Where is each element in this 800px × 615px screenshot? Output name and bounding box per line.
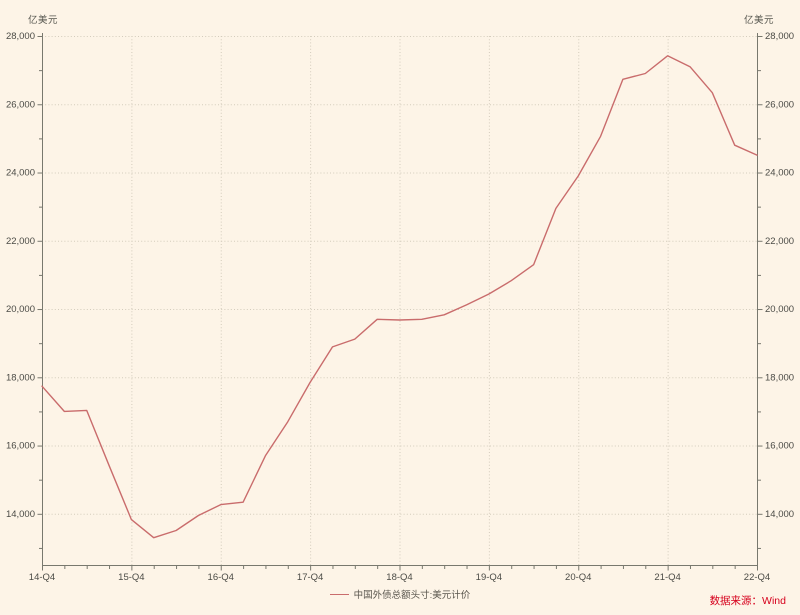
svg-text:17-Q4: 17-Q4 <box>297 572 323 583</box>
svg-text:20,000: 20,000 <box>765 304 794 315</box>
svg-text:28,000: 28,000 <box>765 31 794 42</box>
y-axis-unit-right: 亿美元 <box>744 15 775 26</box>
x-tick-marks <box>42 566 758 571</box>
x-tick-labels: 14-Q4 15-Q4 16-Q4 17-Q4 18-Q4 19-Q4 20-Q4 21-Q4… <box>29 572 770 583</box>
svg-text:18-Q4: 18-Q4 <box>386 572 412 583</box>
series-line <box>41 55 758 539</box>
svg-text:15-Q4: 15-Q4 <box>118 572 144 583</box>
y-tick-labels: 14,000 14,000 16,000 16,000 18,000 18,000 20,0… <box>6 31 794 520</box>
svg-text:14,000: 14,000 <box>765 509 794 520</box>
svg-text:28,000: 28,000 <box>6 31 35 42</box>
svg-text:16-Q4: 16-Q4 <box>208 572 234 583</box>
y-axis-unit-left: 亿美元 <box>28 15 59 26</box>
svg-text:16,000: 16,000 <box>765 441 794 452</box>
grid-lines <box>42 36 757 565</box>
svg-text:26,000: 26,000 <box>6 99 35 110</box>
data-source: 数据来源：Wind <box>709 595 786 607</box>
svg-text:21-Q4: 21-Q4 <box>654 572 680 583</box>
svg-text:14,000: 14,000 <box>6 509 35 520</box>
svg-text:20,000: 20,000 <box>6 304 35 315</box>
svg-text:24,000: 24,000 <box>765 168 794 179</box>
svg-text:18,000: 18,000 <box>765 372 794 383</box>
svg-text:24,000: 24,000 <box>6 168 35 179</box>
svg-text:22,000: 22,000 <box>765 236 794 247</box>
axes <box>42 33 758 566</box>
svg-text:22,000: 22,000 <box>6 236 35 247</box>
legend-line-marker <box>329 593 349 595</box>
svg-text:14-Q4: 14-Q4 <box>29 572 55 583</box>
svg-text:20-Q4: 20-Q4 <box>565 572 591 583</box>
legend: 中国外债总额头寸:美元计价 <box>0 587 800 601</box>
y-tick-marks <box>37 36 763 549</box>
svg-text:26,000: 26,000 <box>765 99 794 110</box>
legend-series-label: 中国外债总额头寸:美元计价 <box>353 590 471 601</box>
svg-text:16,000: 16,000 <box>6 441 35 452</box>
svg-text:18,000: 18,000 <box>6 372 35 383</box>
svg-text:22-Q4: 22-Q4 <box>744 572 770 583</box>
svg-text:19-Q4: 19-Q4 <box>476 572 502 583</box>
